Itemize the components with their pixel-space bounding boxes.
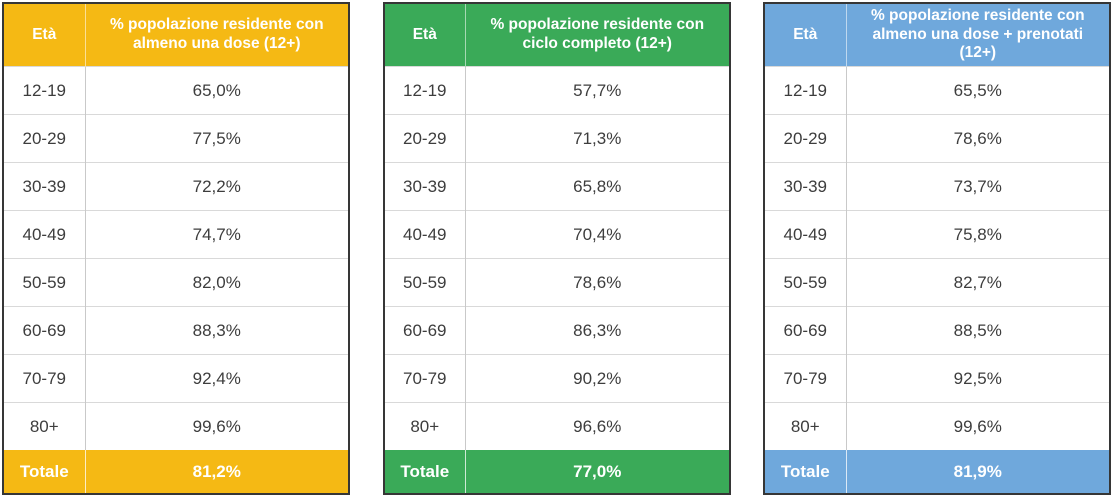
table-row: 80+ 99,6% [764, 402, 1110, 450]
table-row: 40-49 70,4% [383, 210, 730, 259]
table-row: 12-19 65,5% [764, 66, 1110, 115]
total-label-cell: Totale [3, 450, 85, 494]
age-cell: 50-59 [3, 258, 85, 307]
value-column-header: % popolazione residente con ciclo comple… [465, 3, 730, 67]
value-cell: 74,7% [84, 210, 349, 259]
value-cell: 70,4% [465, 210, 730, 259]
total-label-cell: Totale [764, 450, 846, 494]
value-cell: 90,2% [465, 354, 730, 403]
value-cell: 71,3% [465, 114, 730, 163]
total-row: Totale 81,2% [3, 450, 349, 494]
age-cell: 30-39 [3, 162, 85, 211]
age-cell: 20-29 [3, 114, 85, 163]
table-row: 20-29 78,6% [764, 114, 1110, 163]
table-row: 40-49 75,8% [764, 210, 1110, 259]
value-cell: 77,5% [84, 114, 349, 163]
table-row: 12-19 65,0% [3, 66, 349, 115]
table-row: 30-39 65,8% [383, 162, 730, 211]
age-cell: 20-29 [764, 114, 846, 163]
table-row: 60-69 88,3% [3, 306, 349, 355]
table-row: 50-59 82,0% [3, 258, 349, 307]
table-row: 70-79 92,4% [3, 354, 349, 403]
age-cell: 80+ [383, 402, 466, 450]
table-row: 80+ 99,6% [3, 402, 349, 450]
age-column-header: Età [764, 3, 846, 67]
age-cell: 70-79 [3, 354, 85, 403]
table-row: 70-79 92,5% [764, 354, 1110, 403]
age-cell: 30-39 [764, 162, 846, 211]
value-cell: 86,3% [465, 306, 730, 355]
value-cell: 75,8% [845, 210, 1110, 259]
table-row: 60-69 86,3% [383, 306, 730, 355]
age-cell: 12-19 [764, 66, 846, 115]
value-cell: 57,7% [465, 66, 730, 115]
age-cell: 50-59 [383, 258, 466, 307]
table-row: 30-39 73,7% [764, 162, 1110, 211]
age-cell: 40-49 [764, 210, 846, 259]
age-cell: 40-49 [383, 210, 466, 259]
table-ciclo-completo: Età % popolazione residente con ciclo co… [382, 2, 731, 495]
age-cell: 60-69 [3, 306, 85, 355]
header-row: Età % popolazione residente con almeno u… [764, 3, 1110, 67]
age-cell: 60-69 [764, 306, 846, 355]
age-cell: 60-69 [383, 306, 466, 355]
value-cell: 88,3% [84, 306, 349, 355]
value-column-header: % popolazione residente con almeno una d… [84, 3, 349, 67]
age-cell: 80+ [764, 402, 846, 450]
table-row: 50-59 82,7% [764, 258, 1110, 307]
value-cell: 99,6% [84, 402, 349, 450]
header-row: Età % popolazione residente con ciclo co… [383, 3, 730, 67]
age-column-header: Età [3, 3, 85, 67]
age-cell: 12-19 [383, 66, 466, 115]
table-row: 70-79 90,2% [383, 354, 730, 403]
table-row: 50-59 78,6% [383, 258, 730, 307]
table-una-dose-piu-prenotati: Età % popolazione residente con almeno u… [763, 2, 1111, 495]
value-cell: 92,5% [845, 354, 1110, 403]
value-cell: 88,5% [845, 306, 1110, 355]
value-cell: 65,5% [845, 66, 1110, 115]
total-row: Totale 77,0% [383, 450, 730, 494]
age-cell: 20-29 [383, 114, 466, 163]
total-row: Totale 81,9% [764, 450, 1110, 494]
age-cell: 70-79 [764, 354, 846, 403]
value-cell: 82,7% [845, 258, 1110, 307]
total-label-cell: Totale [383, 450, 466, 494]
age-cell: 40-49 [3, 210, 85, 259]
table-row: 12-19 57,7% [383, 66, 730, 115]
value-cell: 78,6% [845, 114, 1110, 163]
table-row: 30-39 72,2% [3, 162, 349, 211]
table-row: 80+ 96,6% [383, 402, 730, 450]
table-row: 20-29 77,5% [3, 114, 349, 163]
value-cell: 73,7% [845, 162, 1110, 211]
value-cell: 65,8% [465, 162, 730, 211]
value-cell: 78,6% [465, 258, 730, 307]
table-row: 60-69 88,5% [764, 306, 1110, 355]
table-row: 40-49 74,7% [3, 210, 349, 259]
age-cell: 70-79 [383, 354, 466, 403]
value-cell: 72,2% [84, 162, 349, 211]
value-column-header: % popolazione residente con almeno una d… [845, 3, 1110, 67]
total-value-cell: 77,0% [465, 450, 730, 494]
age-cell: 80+ [3, 402, 85, 450]
table-row: 20-29 71,3% [383, 114, 730, 163]
age-cell: 12-19 [3, 66, 85, 115]
total-value-cell: 81,9% [845, 450, 1110, 494]
total-value-cell: 81,2% [84, 450, 349, 494]
table-almeno-una-dose: Età % popolazione residente con almeno u… [2, 2, 350, 495]
value-cell: 82,0% [84, 258, 349, 307]
age-column-header: Età [383, 3, 466, 67]
age-cell: 50-59 [764, 258, 846, 307]
age-cell: 30-39 [383, 162, 466, 211]
value-cell: 96,6% [465, 402, 730, 450]
header-row: Età % popolazione residente con almeno u… [3, 3, 349, 67]
value-cell: 99,6% [845, 402, 1110, 450]
value-cell: 65,0% [84, 66, 349, 115]
value-cell: 92,4% [84, 354, 349, 403]
